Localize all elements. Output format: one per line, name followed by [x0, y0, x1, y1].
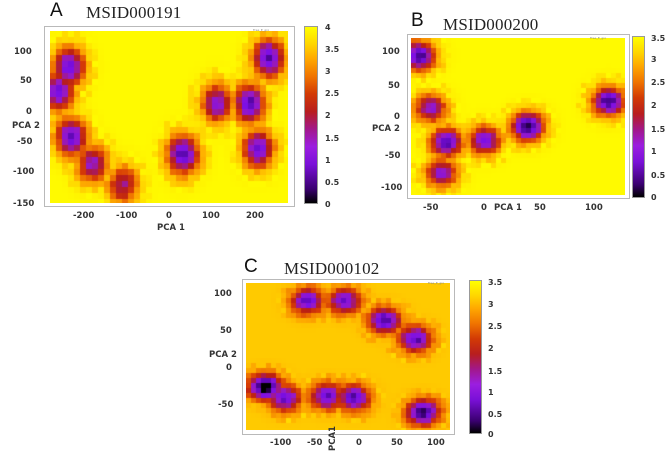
panel-c-ytick: 100 [214, 289, 232, 299]
panel-a-ytick: 50 [20, 76, 32, 86]
panel-b-xtick: 100 [585, 203, 603, 213]
panel-a-ytick: 0 [26, 107, 32, 117]
panel-a-xtick: 200 [246, 211, 264, 221]
panel-b-cbar-tick: 2.5 [651, 78, 666, 87]
panel-a-cbar-tick: 1.5 [325, 134, 340, 143]
panel-a-cbar-tick: 2 [325, 111, 331, 120]
panel-a-ytick: -50 [17, 137, 33, 147]
panel-a-xtick: 0 [166, 211, 172, 221]
panel-a-xlabel: PCA 1 [157, 223, 185, 233]
panel-b-cbar-tick: 3 [651, 55, 657, 64]
panel-c-xtick: -50 [307, 438, 323, 448]
panel-b-cbar-tick: 2 [651, 101, 657, 110]
panel-c-cbar-tick: 2 [488, 344, 494, 353]
panel-b-ytick: 0 [394, 112, 400, 122]
panel-a-heatmap [50, 31, 288, 203]
panel-c-xlabel: PCA1 [328, 426, 338, 451]
panel-a-xtick: 100 [202, 211, 220, 221]
panel-a-colorbar [304, 26, 318, 204]
panel-b-xtick: -50 [423, 203, 439, 213]
panel-a-xtick: -100 [116, 211, 138, 221]
panel-c-ytick: -50 [218, 400, 234, 410]
panel-a-ylabel: PCA 2 [12, 121, 40, 131]
panel-c-cbar-tick: 2.5 [488, 322, 503, 331]
panel-b-xtick: 50 [534, 203, 546, 213]
panel-a-ytick: -150 [13, 199, 35, 209]
panel-a-title: MSID000191 [86, 3, 182, 22]
panel-b-title: MSID000200 [443, 15, 539, 34]
panel-b-ytick: -100 [381, 183, 403, 193]
panel-a-cbar-tick: 3 [325, 67, 331, 76]
panel-c-xtick: 100 [427, 438, 445, 448]
panel-c-cbar-tick: 0.5 [488, 410, 503, 419]
panel-b-colorbar [632, 36, 645, 198]
panel-b-ytick: -50 [385, 151, 401, 161]
panel-b-cbar-tick: 1.5 [651, 125, 666, 134]
panel-b-cbar-tick: 0.5 [651, 171, 666, 180]
panel-a-cbar-tick: 4 [325, 23, 331, 32]
panel-c-xtick: 50 [391, 438, 403, 448]
panel-a-ytick: 100 [14, 47, 32, 57]
panel-a-cbar-tick: 0 [325, 200, 331, 209]
panel-b-cbar-tick: 3.5 [651, 34, 666, 43]
panel-c-xtick: -100 [270, 438, 292, 448]
panel-c-cbar-tick: 3.5 [488, 278, 503, 287]
panel-a-letter: A [50, 0, 63, 21]
panel-a-cbar-tick: 0.5 [325, 178, 340, 187]
panel-a-key: Free_E_gro [253, 28, 270, 32]
panel-c-key: Free_E_gro [428, 281, 445, 285]
panel-a-xtick: -200 [73, 211, 95, 221]
panel-b-heatmap [411, 38, 625, 195]
panel-c-letter: C [244, 256, 258, 277]
panel-c-cbar-tick: 1 [488, 388, 494, 397]
panel-b-key: Free_E_gro [590, 36, 607, 40]
panel-c-xtick: 0 [356, 438, 362, 448]
panel-c-colorbar [469, 280, 482, 434]
panel-b-ytick: 100 [382, 47, 400, 57]
panel-b-cbar-tick: 1 [651, 147, 657, 156]
panel-b-xtick: 0 [481, 203, 487, 213]
panel-c-cbar-tick: 3 [488, 300, 494, 309]
panel-c-heatmap [246, 283, 450, 430]
panel-a-cbar-tick: 2.5 [325, 89, 340, 98]
panel-c-cbar-tick: 0 [488, 430, 494, 439]
panel-b-ylabel: PCA 2 [372, 124, 400, 134]
panel-c-title: MSID000102 [284, 259, 380, 278]
panel-b-xlabel: PCA 1 [494, 203, 522, 213]
panel-c-ylabel: PCA 2 [209, 350, 237, 360]
panel-a-ytick: -100 [13, 167, 35, 177]
panel-b-letter: B [411, 10, 424, 31]
panel-a-cbar-tick: 1 [325, 156, 331, 165]
panel-c-ytick: 0 [226, 363, 232, 373]
panel-b-cbar-tick: 0 [651, 193, 657, 202]
panel-a-cbar-tick: 3.5 [325, 45, 340, 54]
panel-c-cbar-tick: 1.5 [488, 367, 503, 376]
panel-c-ytick: 50 [220, 326, 232, 336]
panel-b-ytick: 50 [388, 81, 400, 91]
